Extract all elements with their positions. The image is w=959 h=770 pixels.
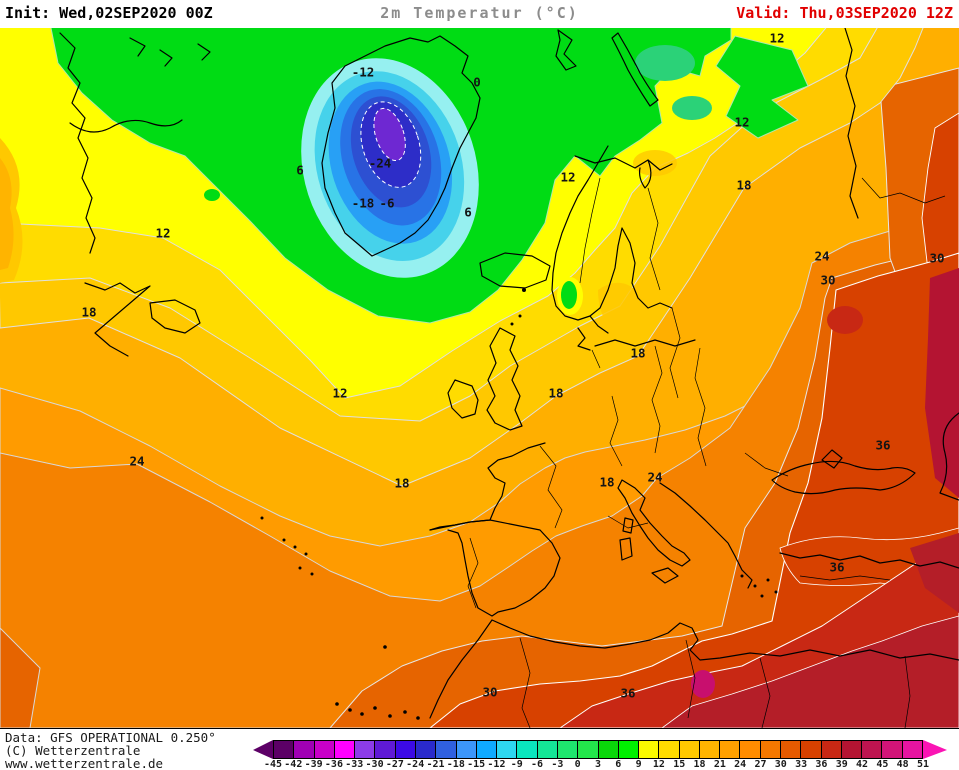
legend-bar xyxy=(273,740,923,759)
legend-segment xyxy=(902,741,922,758)
legend-segment xyxy=(598,741,619,758)
legend-segment xyxy=(841,741,863,758)
legend-segment xyxy=(781,741,802,758)
legend-segment xyxy=(882,741,903,758)
legend-segment xyxy=(456,741,477,758)
legend-tick-label: 6 xyxy=(615,759,622,770)
legend-tick-label: -33 xyxy=(345,759,364,770)
country-borders xyxy=(467,177,946,728)
small-islands xyxy=(260,288,778,720)
legend-segment xyxy=(355,741,376,758)
legend-arrow-left-icon xyxy=(253,740,273,759)
legend-segment xyxy=(334,741,356,758)
legend-segment xyxy=(537,741,558,758)
legend-segment xyxy=(618,741,640,758)
legend-segment xyxy=(395,741,416,758)
legend-segment xyxy=(476,741,498,758)
legend-segment xyxy=(821,741,842,758)
legend-tick-label: 36 xyxy=(815,759,828,770)
legend-tick-label: -24 xyxy=(406,759,425,770)
legend-segment xyxy=(639,741,660,758)
init-time-label: Init: Wed,02SEP2020 00Z xyxy=(5,4,213,22)
legend-tick-label: -39 xyxy=(304,759,323,770)
legend-arrow-right-icon xyxy=(923,740,947,759)
legend-tick-label: 21 xyxy=(713,759,726,770)
legend-tick-label: 42 xyxy=(856,759,869,770)
legend-segment xyxy=(274,741,295,758)
legend-segment xyxy=(314,741,335,758)
legend-tick-label: 12 xyxy=(652,759,665,770)
legend-tick-label: -6 xyxy=(531,759,544,770)
legend-tick-label: -15 xyxy=(467,759,486,770)
legend-tick-label: -18 xyxy=(446,759,465,770)
legend-tick-label: 51 xyxy=(916,759,930,770)
legend-segment xyxy=(517,741,538,758)
legend-tick-label: 15 xyxy=(673,759,686,770)
credits-block: Data: GFS OPERATIONAL 0.250° (C) Wetterze… xyxy=(5,731,216,770)
legend-segment xyxy=(497,741,518,758)
legend-segment xyxy=(415,741,437,758)
legend-segment xyxy=(801,741,822,758)
legend-tick-label: 24 xyxy=(734,759,747,770)
coastlines xyxy=(59,28,959,719)
valid-time-label: Valid: Thu,03SEP2020 12Z xyxy=(736,4,953,22)
website-link[interactable]: www.wetterzentrale.de xyxy=(5,756,164,770)
legend-tick-label: -9 xyxy=(510,759,523,770)
legend-tick-label: 18 xyxy=(693,759,706,770)
legend-segment xyxy=(557,741,579,758)
legend-segment xyxy=(760,741,782,758)
legend-ticks: -45 -42 -39 -36 -33 -30 -27 -24 -21 -18 -15 -12 -9 -6… xyxy=(264,759,929,770)
legend-tick-label: 45 xyxy=(876,759,889,770)
data-source-label: Data: GFS OPERATIONAL 0.250° xyxy=(5,730,216,745)
legend-tick-label: -42 xyxy=(284,759,303,770)
legend-segment xyxy=(659,741,680,758)
legend-tick-label: -27 xyxy=(385,759,404,770)
legend-tick-label: -12 xyxy=(487,759,506,770)
legend-tick-label: 39 xyxy=(835,759,848,770)
legend-tick-label: 0 xyxy=(574,759,581,770)
legend-segment xyxy=(375,741,396,758)
legend-colorbar-row xyxy=(253,740,953,759)
legend-tick-label: 27 xyxy=(754,759,767,770)
temperature-map: -12 0 6 -24 -18 -6 6 12 12 12 12 18 24 30 30 18 12 18 18 24… xyxy=(0,28,959,729)
legend-segment xyxy=(720,741,741,758)
legend-segment xyxy=(679,741,700,758)
legend-segment xyxy=(578,741,599,758)
legend-tick-label: 3 xyxy=(594,759,602,770)
legend-tick-label: -21 xyxy=(426,759,445,770)
legend-tick-label: 48 xyxy=(896,759,909,770)
legend-tick-label: 30 xyxy=(774,759,787,770)
legend-tick-label: 33 xyxy=(795,759,808,770)
legend-segment xyxy=(862,741,883,758)
temperature-legend: -45 -42 -39 -36 -33 -30 -27 -24 -21 -18 -15 -12 -9 -6… xyxy=(253,740,953,770)
legend-tick-label: -30 xyxy=(365,759,384,770)
warm-bands xyxy=(0,67,959,728)
map-footer: Data: GFS OPERATIONAL 0.250° (C) Wetterze… xyxy=(0,729,959,770)
legend-tick-label: 9 xyxy=(635,759,642,770)
legend-segment xyxy=(699,741,721,758)
legend-segment xyxy=(436,741,457,758)
legend-tick-label: -36 xyxy=(324,759,343,770)
greenland-cold-core xyxy=(301,58,479,278)
legend-segment xyxy=(294,741,315,758)
page-title: 2m Temperatur (°C) xyxy=(380,4,579,22)
legend-tick-label: -45 xyxy=(263,759,283,770)
legend-segment xyxy=(740,741,761,758)
copyright-label: (C) Wetterzentrale xyxy=(5,743,141,759)
map-header: Init: Wed,02SEP2020 00Z 2m Temperatur (°… xyxy=(0,0,959,28)
legend-tick-label: -3 xyxy=(551,759,564,770)
map-canvas xyxy=(0,28,959,728)
